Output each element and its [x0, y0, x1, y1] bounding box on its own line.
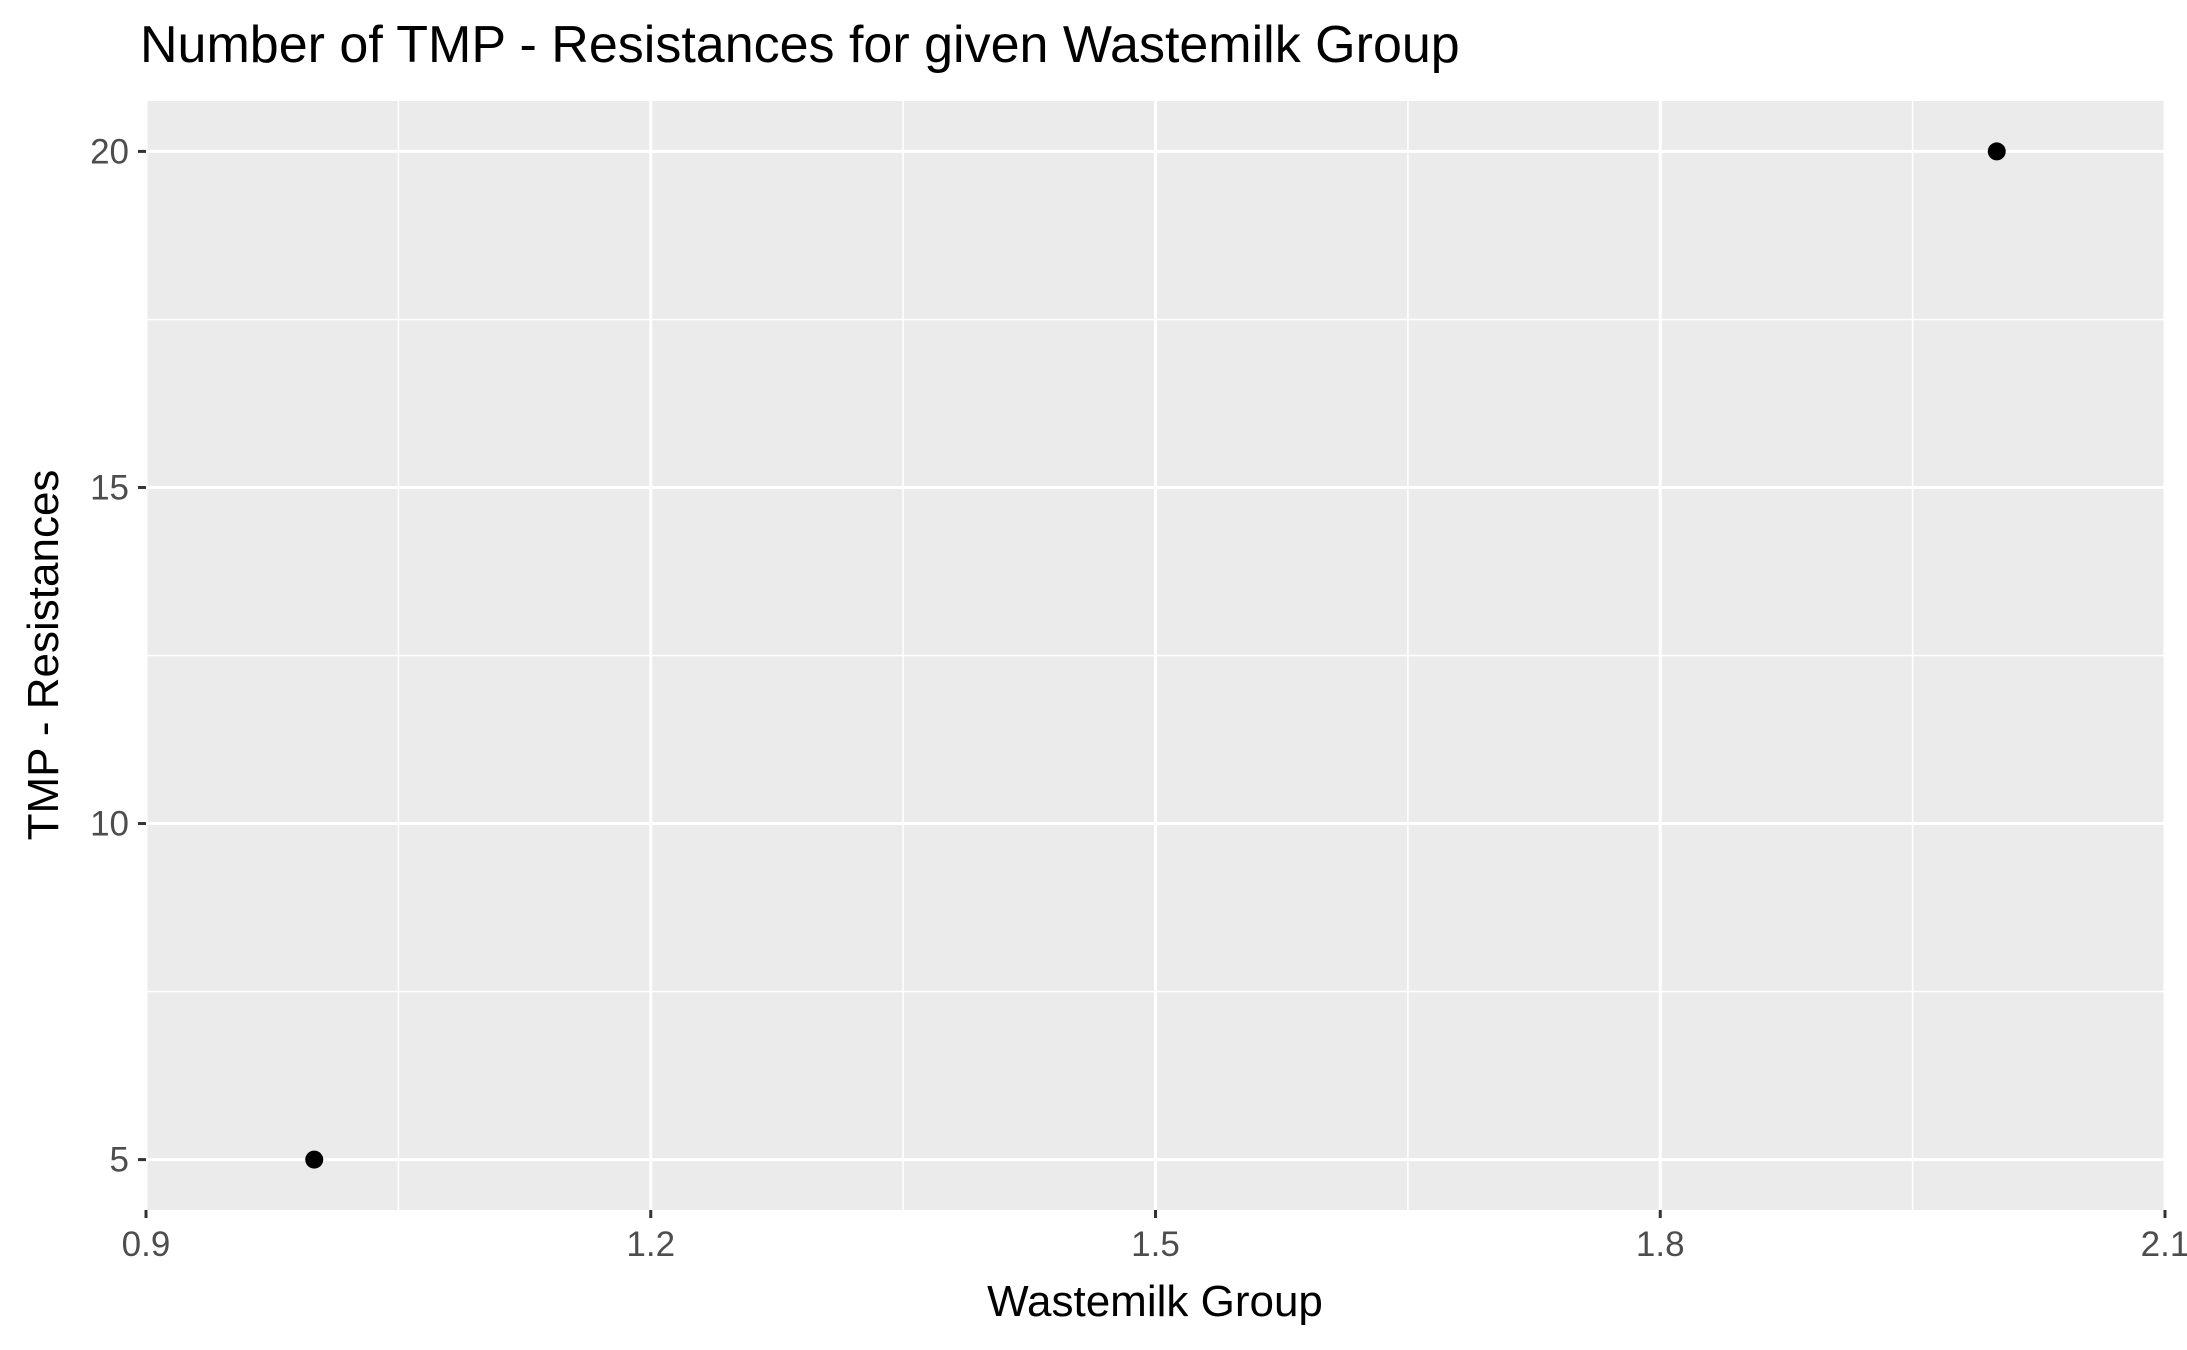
x-tick-label: 1.2: [626, 1225, 675, 1264]
data-points: [305, 142, 2006, 1169]
y-tick-label: 5: [110, 1141, 129, 1180]
x-tick-label: 1.8: [1636, 1225, 1685, 1264]
x-axis-title: Wastemilk Group: [987, 1277, 1323, 1326]
data-point: [1987, 142, 2006, 161]
data-point: [305, 1150, 324, 1169]
y-tick-label: 15: [90, 468, 129, 507]
x-tick-label: 0.9: [122, 1225, 171, 1264]
chart-title: Number of TMP - Resistances for given Wa…: [140, 16, 1460, 74]
major-gridlines: [144, 101, 2167, 1210]
x-tick-label: 1.5: [1131, 1225, 1180, 1264]
x-tick-label: 2.1: [2141, 1225, 2187, 1264]
y-tick-label: 20: [90, 132, 129, 171]
y-tick-label: 10: [90, 805, 129, 844]
y-axis-ticks: 5 10 15 20: [90, 132, 146, 1180]
x-axis-ticks: 0.9 1.2 1.5 1.8 2.1: [122, 1210, 2187, 1264]
y-axis-title: TMP - Resistances: [19, 470, 68, 841]
